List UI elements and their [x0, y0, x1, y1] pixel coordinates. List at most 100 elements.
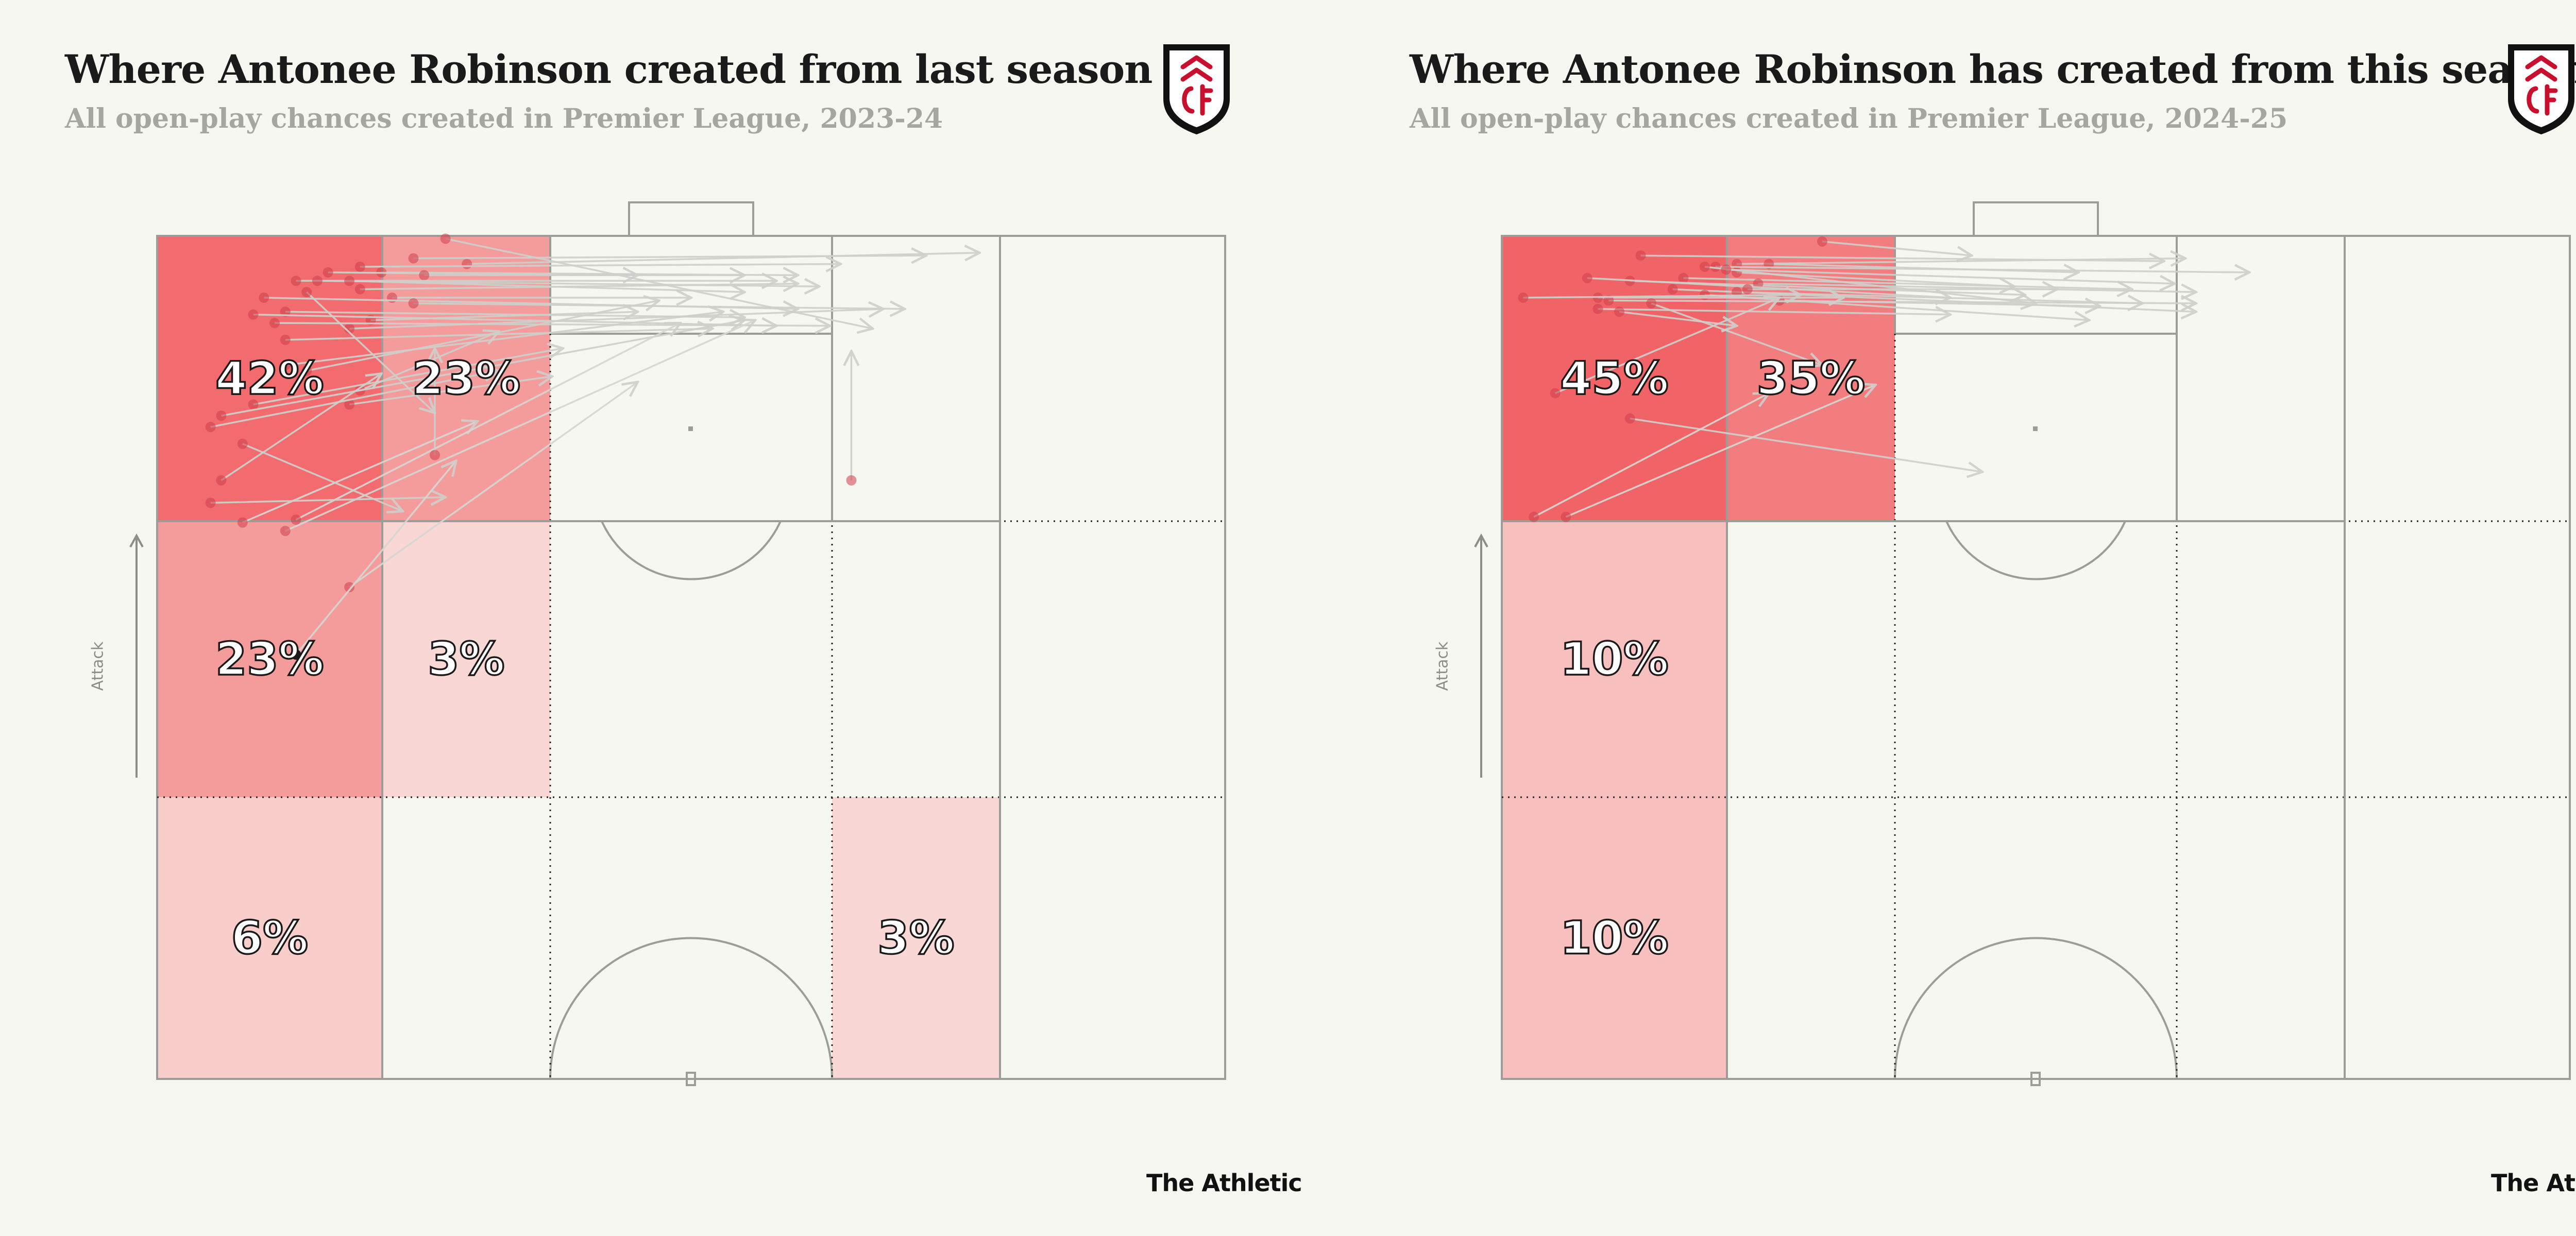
pass-origin-dot	[269, 318, 280, 329]
zone-heat-layer	[157, 236, 1000, 1079]
pass-arrow	[430, 348, 440, 460]
pass-origin-dot	[291, 514, 301, 525]
pass-layer	[205, 233, 980, 660]
pass-arrow	[205, 371, 499, 433]
chart-subtitle: All open-play chances created in Premier…	[1410, 103, 2288, 134]
pass-arrow	[1582, 272, 1951, 298]
pass-arrow	[1561, 385, 1875, 522]
the-athletic-logo: The Athletic	[1146, 1169, 1302, 1197]
pass-arrow	[1710, 262, 2250, 272]
attack-direction-label: Attack	[89, 641, 107, 691]
centre-circle	[1894, 937, 2178, 1079]
pass-origin-dot	[1678, 272, 1689, 283]
centre-spot	[686, 1072, 696, 1086]
chart-panel-2024-25: Where Antonee Robinson has created from …	[1345, 0, 2576, 1236]
zone-percent-label: 10%	[1560, 912, 1669, 965]
pass-origin-dot	[323, 267, 333, 278]
pass-origin-dot	[462, 259, 472, 269]
pass-origin-dot	[1635, 250, 1646, 261]
zone-labels: 42% 23% 23% 3% 6% 3%	[214, 351, 955, 965]
pass-origin-dot	[216, 475, 227, 486]
pass-arrow	[846, 351, 856, 486]
zone-percent-label: 6%	[231, 912, 308, 965]
pass-origin-dot	[344, 582, 355, 593]
pass-origin-dot	[280, 360, 291, 371]
pass-origin-dot	[1603, 295, 1614, 306]
pass-origin-dot	[440, 233, 451, 244]
zone-percent-label: 10%	[1560, 632, 1669, 685]
zone-labels: 45% 35% 10% 10%	[1559, 351, 1866, 965]
pass-origin-dot	[429, 450, 440, 460]
pass-arrow	[237, 421, 478, 528]
attack-direction-label: Attack	[1433, 641, 1452, 691]
pass-origin-dot	[280, 525, 291, 536]
pass-arrow	[1603, 296, 2196, 306]
pass-origin-dot	[1721, 264, 1732, 275]
pass-origin-dot	[1732, 267, 1742, 278]
pass-origin-dot	[301, 365, 312, 376]
pass-arrow	[1721, 264, 2175, 283]
pass-arrow	[291, 461, 456, 660]
pass-origin-dot	[1529, 511, 1539, 522]
pitch-markings	[1501, 201, 2571, 1086]
pass-arrow	[280, 312, 723, 371]
pass-origin-dot	[216, 410, 227, 421]
pass-origin-dot	[1646, 298, 1657, 308]
heat-zone	[1502, 521, 1727, 797]
pass-origin-dot	[1561, 511, 1571, 522]
attack-arrow	[1474, 533, 1488, 778]
pass-arrow	[1753, 278, 2196, 292]
fulham-crest-icon	[2508, 44, 2574, 134]
pass-origin-dot	[1667, 284, 1678, 295]
pass-origin-dot	[248, 309, 259, 320]
pitch-markings	[156, 201, 1226, 1086]
goal	[628, 201, 754, 237]
pass-arrow	[291, 323, 680, 525]
heat-zone	[1502, 797, 1727, 1079]
pass-origin-dot	[301, 287, 312, 298]
pass-origin-dot	[408, 253, 419, 264]
penalty-arc	[1945, 521, 2126, 580]
pass-origin-dot	[1614, 306, 1625, 317]
pass-origin-dot	[205, 422, 216, 433]
zone-percent-label: 23%	[215, 632, 324, 685]
pass-arrow	[1624, 413, 1982, 472]
pass-origin-dot	[354, 262, 365, 272]
heat-zone	[157, 521, 382, 797]
heat-zone	[382, 521, 550, 797]
pass-arrow	[344, 376, 552, 410]
box-lines	[1502, 236, 2346, 1079]
pass-origin-dot	[205, 497, 216, 508]
pass-arrow	[354, 262, 841, 272]
pass-origin-dot	[344, 323, 355, 334]
zone-heat-layer	[1502, 236, 1895, 1079]
pass-arrow	[344, 382, 638, 593]
centre-spot	[2030, 1072, 2041, 1086]
pass-origin-dot	[1550, 388, 1561, 399]
pass-arrow	[301, 287, 435, 413]
chart-subtitle: All open-play chances created in Premier…	[65, 103, 943, 134]
heat-zone	[832, 797, 1000, 1079]
penalty-spot	[2033, 426, 2038, 431]
pass-origin-dot	[344, 399, 355, 410]
pass-origin-dot	[237, 517, 248, 528]
zone-percent-label: 35%	[1757, 352, 1866, 405]
pitch-chart: 42% 23% 23% 3% 6% 3%	[129, 201, 1226, 1086]
pass-arrow	[280, 320, 755, 536]
pass-origin-dot	[1817, 236, 1827, 247]
pass-origin-dot	[237, 438, 248, 449]
pass-arrow	[1518, 293, 1801, 303]
heat-zone	[157, 797, 382, 1079]
pass-arrow	[237, 438, 403, 511]
pass-arrow	[354, 284, 798, 295]
zone-percent-label: 42%	[215, 352, 324, 405]
pass-arrow	[248, 309, 777, 326]
pass-arrow	[205, 497, 446, 508]
pass-layer	[1518, 236, 2249, 522]
pass-origin-dot	[291, 276, 301, 286]
penalty-spot	[688, 426, 693, 431]
pass-arrow	[419, 270, 744, 280]
chart-title: Where Antonee Robinson created from last…	[65, 46, 1153, 92]
pass-origin-dot	[846, 475, 857, 486]
pass-arrow	[440, 233, 873, 329]
